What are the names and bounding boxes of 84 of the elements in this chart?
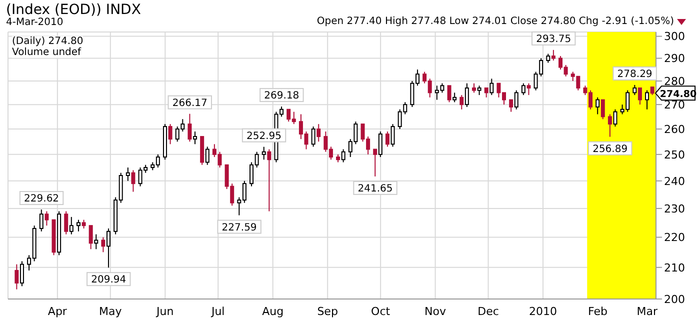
candlestick (472, 82, 476, 94)
x-tick-label: Nov (424, 304, 447, 318)
chart-subtitle: 4-Mar-2010 (6, 17, 64, 28)
y-tick-label: 220 (664, 231, 685, 244)
x-tick-label: Jun (156, 304, 174, 318)
annotation: 269.18 (264, 90, 300, 102)
candlestick (447, 85, 452, 103)
candlestick (484, 87, 488, 98)
candlestick (645, 90, 650, 110)
candlestick (316, 124, 321, 142)
x-tick-label: Sep (317, 304, 338, 318)
y-tick-label: 210 (664, 261, 685, 274)
candlestick (490, 78, 494, 96)
candlestick (44, 210, 49, 226)
candlestick (126, 167, 130, 182)
candlestick (521, 82, 526, 96)
x-tick-label: Aug (262, 304, 284, 318)
y-tick-label: 300 (664, 30, 685, 44)
candlestick (76, 219, 80, 232)
annotation: 209.94 (91, 274, 126, 286)
candlestick (638, 87, 642, 106)
annotation: (Daily) 274.80 (12, 36, 84, 47)
candlestick (385, 131, 390, 148)
candlestick (390, 124, 395, 148)
y-tick-label: 260 (664, 122, 685, 136)
candlestick (193, 131, 198, 145)
x-tick-label: Dec (478, 304, 499, 318)
candlestick (131, 170, 136, 192)
x-tick-label: 2010 (528, 304, 557, 318)
candlestick (39, 209, 44, 232)
candlestick (613, 108, 618, 128)
candlestick (341, 148, 346, 163)
candlestick (509, 99, 514, 112)
candlestick (20, 260, 24, 287)
candlestick (88, 225, 93, 250)
y-tick-label: 290 (664, 52, 685, 66)
candlestick (600, 99, 605, 120)
candlestick (373, 148, 378, 177)
annotation: 227.59 (222, 222, 257, 234)
y-tick-label: 250 (664, 148, 685, 162)
candlestick (460, 94, 464, 110)
y-tick-label: 230 (664, 202, 685, 216)
candlestick (477, 85, 482, 96)
candlestick (526, 82, 531, 96)
candlestick (14, 264, 19, 290)
annotation: Volume undef (12, 47, 82, 58)
annotation: 266.17 (172, 98, 208, 109)
annotation: 241.65 (358, 183, 393, 194)
annotation: 278.29 (617, 68, 652, 80)
candlestick (188, 113, 192, 142)
annotation: 256.89 (592, 144, 628, 155)
candlestick (101, 236, 106, 253)
annotation: 229.62 (24, 194, 60, 205)
annotation: 293.75 (536, 34, 572, 45)
x-tick-label: Oct (371, 304, 391, 318)
candlestick (311, 126, 316, 148)
x-tick-label: Mar (636, 304, 658, 318)
x-tick-label: Feb (588, 304, 608, 318)
candlestick (94, 234, 98, 250)
candlestick (608, 114, 612, 138)
text: Open 277.40 High 277.48 Low 274.01 Close 274.80 Chg -2.91 (-1.05%) (316, 16, 674, 27)
candlestick (262, 146, 266, 160)
candlestick (64, 210, 68, 235)
x-tick-label: Apr (48, 304, 68, 318)
annotation: 252.95 (246, 130, 282, 142)
candlestick (267, 148, 272, 212)
y-tick-label: 280 (664, 74, 685, 88)
y-tick-label: 240 (664, 174, 685, 188)
candlestick (168, 124, 172, 145)
y-tick-label: 200 (664, 292, 685, 306)
candlestick (378, 131, 382, 158)
y-tick-label: 270 (664, 98, 685, 112)
x-tick-label: May (99, 304, 122, 318)
candlestick (464, 82, 469, 108)
candlestick (514, 90, 518, 110)
x-tick-label: Jul (210, 304, 225, 318)
candlestick (551, 49, 556, 62)
candlestick (452, 92, 457, 103)
candlestick (106, 228, 110, 268)
candlestick (205, 146, 210, 166)
candlestick (596, 96, 600, 115)
candlestick (69, 216, 74, 235)
candlestick (632, 84, 637, 96)
chart-title: (Index (EOD)) INDX (6, 2, 141, 18)
